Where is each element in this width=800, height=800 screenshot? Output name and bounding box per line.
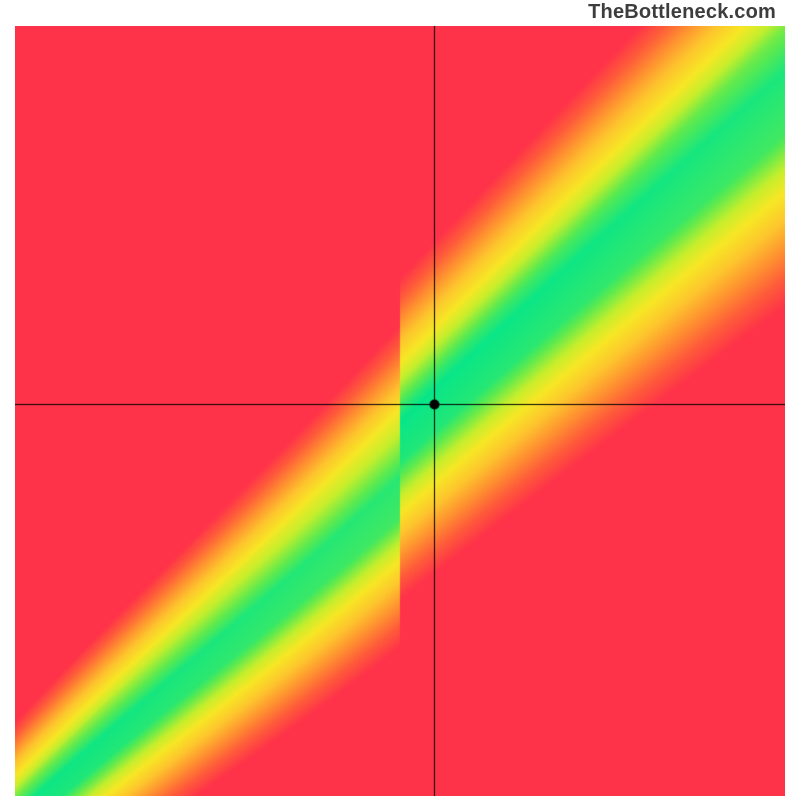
heatmap-plot	[15, 26, 785, 796]
heatmap-canvas	[15, 26, 785, 796]
watermark-text: TheBottleneck.com	[588, 1, 776, 24]
